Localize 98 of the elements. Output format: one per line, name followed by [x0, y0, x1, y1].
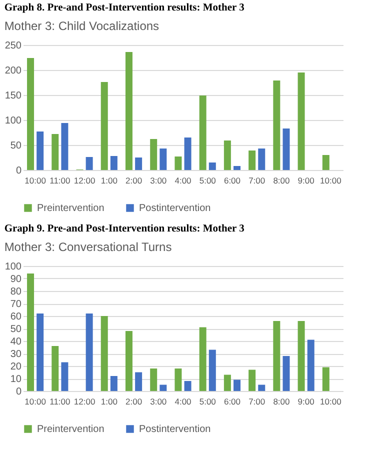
bar [27, 58, 34, 170]
bar [322, 367, 330, 391]
bar [184, 381, 192, 391]
x-tick-label: 5:00 [199, 176, 216, 186]
bar [110, 156, 118, 170]
x-tick-label: 10:00 [320, 176, 342, 186]
y-tick-label: 60 [10, 312, 22, 322]
legend-label: Postintervention [139, 424, 211, 435]
bar [199, 327, 206, 391]
x-tick-label: 9:00 [298, 396, 315, 406]
bar [36, 314, 44, 391]
y-tick-label: 100 [4, 262, 22, 272]
bar [174, 156, 182, 170]
bar [27, 274, 34, 391]
bar [224, 140, 231, 170]
bar [61, 362, 68, 391]
bar [273, 80, 280, 170]
x-tick-label: 4:00 [174, 176, 192, 186]
bar [52, 346, 59, 391]
x-tick-label: 7:00 [248, 396, 266, 406]
x-tick-label: 12:00 [74, 396, 96, 406]
bar [174, 368, 182, 391]
chart-subtitle: Mother 3: Conversational Turns [4, 240, 172, 254]
x-tick-label: 6:00 [224, 176, 241, 186]
bar [125, 331, 132, 391]
y-tick-label: 250 [4, 40, 22, 52]
x-tick-label: 11:00 [50, 396, 71, 406]
bar [36, 132, 44, 170]
bar [298, 321, 305, 391]
y-tick-label: 50 [10, 324, 22, 335]
bar [150, 368, 158, 391]
y-tick-label: 70 [10, 299, 22, 310]
y-tick-label: 100 [4, 116, 22, 126]
y-tick-label: 80 [10, 286, 22, 298]
x-tick-label: 8:00 [273, 176, 290, 186]
bar [224, 374, 231, 391]
bar [52, 134, 59, 170]
x-tick-label: 1:00 [100, 396, 118, 406]
bar [208, 350, 216, 391]
x-tick-label: 10:00 [24, 176, 46, 186]
chart-title: Graph 8. Pre-and Post-Intervention results: Mother 3 [4, 2, 244, 14]
bar [258, 384, 266, 391]
x-tick-label: 7:00 [248, 176, 266, 186]
legend-label: Preintervention [37, 424, 104, 435]
x-tick-label: 12:00 [74, 176, 96, 186]
legend-label: Postintervention [139, 203, 211, 214]
bar [160, 148, 167, 170]
bar [234, 380, 241, 391]
bar [248, 370, 256, 391]
bar [199, 96, 206, 170]
bar [100, 82, 108, 170]
x-tick-label: 10:00 [320, 396, 342, 406]
y-tick-label: 0 [16, 386, 22, 398]
y-tick-label: 200 [4, 66, 22, 76]
y-tick-label: 50 [10, 140, 22, 152]
bar [125, 52, 132, 170]
bar [282, 128, 290, 170]
bar [208, 162, 216, 170]
chart-subtitle: Mother 3: Child Vocalizations [4, 19, 160, 33]
bar [86, 314, 93, 391]
bar [184, 138, 192, 170]
bar [234, 166, 241, 170]
bar [86, 157, 93, 170]
legend-label: Preintervention [37, 203, 104, 214]
y-tick-label: 10 [10, 374, 22, 385]
y-tick-label: 0 [16, 166, 22, 176]
y-tick-label: 90 [10, 274, 22, 285]
x-tick-label: 2:00 [125, 396, 142, 406]
bar [258, 148, 266, 170]
x-tick-label: 3:00 [150, 176, 167, 186]
x-tick-label: 8:00 [273, 396, 290, 406]
x-tick-label: 9:00 [298, 176, 315, 186]
x-tick-label: 4:00 [174, 396, 192, 406]
bar [135, 372, 142, 391]
x-tick-label: 6:00 [224, 396, 241, 406]
bar [248, 150, 256, 170]
bar [307, 340, 314, 391]
bar [150, 139, 158, 170]
x-tick-label: 1:00 [100, 176, 118, 186]
y-tick-label: 30 [10, 349, 22, 360]
bar [273, 321, 280, 391]
y-tick-label: 40 [10, 336, 22, 348]
x-tick-label: 3:00 [150, 396, 167, 406]
bar [298, 72, 305, 170]
bar [100, 316, 108, 391]
x-tick-label: 10:00 [24, 396, 46, 406]
x-tick-label: 5:00 [199, 396, 216, 406]
bar [282, 356, 290, 391]
bar [110, 376, 118, 391]
bar [61, 123, 68, 170]
bar [322, 155, 330, 170]
bar [160, 384, 167, 391]
bar [135, 158, 142, 170]
x-tick-label: 11:00 [50, 176, 71, 186]
y-tick-label: 20 [10, 362, 22, 372]
x-tick-label: 2:00 [125, 176, 142, 186]
chart-title: Graph 9. Pre-and Post-Intervention results: Mother 3 [4, 224, 244, 234]
y-tick-label: 150 [4, 90, 22, 102]
